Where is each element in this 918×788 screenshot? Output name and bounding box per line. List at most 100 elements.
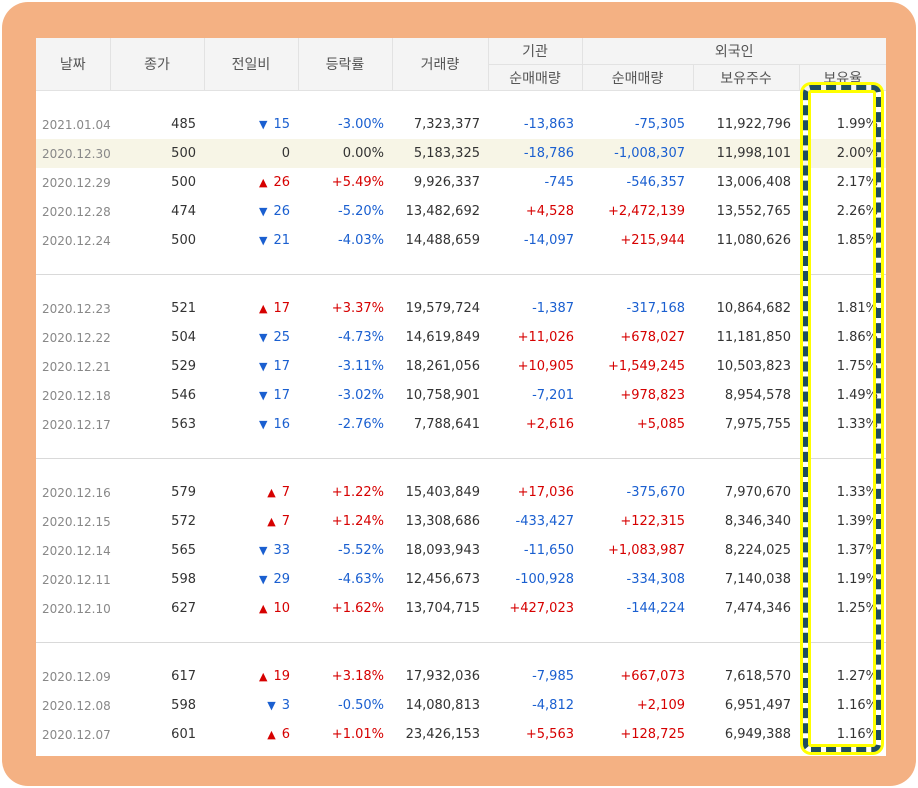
row-hold-ratio: 1.14%: [799, 749, 886, 756]
row-hold-ratio: 1.49%: [799, 381, 886, 410]
row-hold-ratio: 1.86%: [799, 323, 886, 352]
row-rate-value: -4.63%: [338, 572, 384, 587]
row-volume: 12,456,673: [392, 565, 488, 594]
row-close: 579: [110, 478, 204, 507]
row-hold-ratio-value: 1.33%: [836, 485, 878, 500]
row-holdings: 7,975,755: [693, 410, 799, 439]
row-institution-net: +5,563: [488, 720, 582, 749]
row-volume: 9,926,337: [392, 168, 488, 197]
row-foreign-net: -317,168: [582, 294, 693, 323]
header-date[interactable]: 날짜: [36, 38, 110, 91]
header-foreign-net[interactable]: 순매매량: [581, 64, 693, 91]
row-institution-net: +2,616: [488, 410, 582, 439]
row-volume: 14,080,813: [392, 691, 488, 720]
header-close[interactable]: 종가: [109, 38, 204, 91]
table-row: 2020.12.07 601 ▲ 6 +1.01% 23,426,153 +5,563 +12…: [36, 720, 886, 749]
row-volume: 13,704,715: [392, 594, 488, 623]
row-change-value: 17: [273, 301, 290, 316]
row-volume-value: 9,926,337: [413, 175, 480, 190]
row-rate-value: 0.00%: [342, 146, 384, 161]
row-hold-ratio-value: 1.33%: [836, 417, 878, 432]
row-date: 2020.12.21: [36, 352, 111, 381]
row-institution-net-value: -1,387: [532, 301, 574, 316]
row-institution-net-value: -14,097: [523, 233, 574, 248]
row-change-value: 17: [273, 359, 290, 374]
header-rate[interactable]: 등락률: [297, 38, 392, 91]
row-date: 2020.12.15: [36, 507, 111, 536]
row-close: 563: [110, 410, 204, 439]
row-hold-ratio-value: 2.17%: [836, 175, 878, 190]
row-foreign-net: -75,305: [582, 110, 693, 139]
row-rate: -5.20%: [298, 197, 392, 226]
down-triangle-icon: ▼: [258, 205, 268, 218]
row-rate-value: +3.18%: [331, 669, 384, 684]
row-rate-value: +1.22%: [331, 485, 384, 500]
row-holdings-value: 7,140,038: [724, 572, 791, 587]
row-holdings: 7,618,570: [693, 662, 799, 691]
row-volume: 14,619,849: [392, 323, 488, 352]
row-holdings-value: 7,474,346: [724, 601, 791, 616]
row-foreign-net-value: +2,109: [636, 698, 685, 713]
row-date-value: 2020.12.14: [42, 543, 111, 558]
row-institution-net-value: +5,563: [525, 727, 574, 742]
row-holdings-value: 7,970,670: [724, 485, 791, 500]
row-foreign-net: +215,944: [582, 226, 693, 255]
row-institution-net: +427,023: [488, 594, 582, 623]
row-holdings-value: 8,954,578: [724, 388, 791, 403]
table-row: 2020.12.23 521 ▲ 17 +3.37% 19,579,724 -1,387 -3…: [36, 294, 886, 323]
row-institution-net: +17,036: [488, 478, 582, 507]
row-rate-value: -0.50%: [338, 698, 384, 713]
row-date-value: 2020.12.16: [42, 485, 111, 500]
row-date-value: 2020.12.07: [42, 727, 111, 742]
row-holdings-value: 7,975,755: [724, 417, 791, 432]
down-triangle-icon: ▼: [258, 544, 268, 557]
row-holdings: 8,954,578: [693, 381, 799, 410]
row-institution-net-value: -4,812: [532, 698, 574, 713]
header-volume[interactable]: 거래량: [391, 38, 488, 91]
row-institution-net-value: -7,201: [532, 388, 574, 403]
row-volume: 7,788,641: [392, 410, 488, 439]
row-date-value: 2020.12.22: [42, 330, 111, 345]
row-close: 500: [110, 139, 204, 168]
row-holdings-value: 8,224,025: [724, 543, 791, 558]
row-close: 627: [110, 594, 204, 623]
down-triangle-icon: ▼: [258, 418, 268, 431]
row-institution-net-value: +427,023: [509, 601, 574, 616]
row-hold-ratio-value: 1.49%: [836, 388, 878, 403]
row-date: 2020.12.16: [36, 478, 111, 507]
row-close-value: 500: [171, 146, 196, 161]
up-triangle-icon: ▲: [267, 515, 276, 528]
row-hold-ratio-value: 1.19%: [836, 572, 878, 587]
row-foreign-net-value: -144,224: [626, 601, 685, 616]
row-institution-net: +11,026: [488, 323, 582, 352]
header-hold-ratio[interactable]: 보유율: [798, 64, 886, 91]
header-institution: 기관: [487, 38, 582, 65]
row-close: 601: [110, 720, 204, 749]
row-change: ▼ 33: [204, 536, 298, 565]
row-foreign-net: +128,725: [582, 720, 693, 749]
row-hold-ratio-value: 1.37%: [836, 543, 878, 558]
row-date: 2020.12.14: [36, 536, 111, 565]
row-rate-value: -4.03%: [338, 233, 384, 248]
row-change: ▲ 6: [204, 720, 298, 749]
row-hold-ratio: 2.26%: [799, 197, 886, 226]
header-holdings[interactable]: 보유주수: [692, 64, 799, 91]
row-date-value: 2020.12.10: [42, 601, 111, 616]
row-foreign-net-value: +128,725: [620, 727, 685, 742]
table-row: 2020.12.11 598 ▼ 29 -4.63% 12,456,673 -100,928…: [36, 565, 886, 594]
row-close-value: 572: [171, 514, 196, 529]
row-rate: -3.02%: [298, 381, 392, 410]
header-institution-net[interactable]: 순매매량: [487, 64, 582, 91]
row-hold-ratio-value: 2.00%: [836, 146, 878, 161]
row-volume: 15,403,849: [392, 478, 488, 507]
header-change[interactable]: 전일비: [203, 38, 298, 91]
row-foreign-net-value: -317,168: [626, 301, 685, 316]
row-volume: 19,579,724: [392, 294, 488, 323]
row-date: 2020.12.30: [36, 139, 111, 168]
row-institution-net-value: +17,036: [517, 485, 574, 500]
row-volume-value: 13,704,715: [405, 601, 480, 616]
up-triangle-icon: ▲: [267, 728, 276, 741]
row-rate: +5.49%: [298, 168, 392, 197]
row-institution-net-value: -745: [544, 175, 574, 190]
table-row: 2020.12.21 529 ▼ 17 -3.11% 18,261,056 +10,905 +…: [36, 352, 886, 381]
